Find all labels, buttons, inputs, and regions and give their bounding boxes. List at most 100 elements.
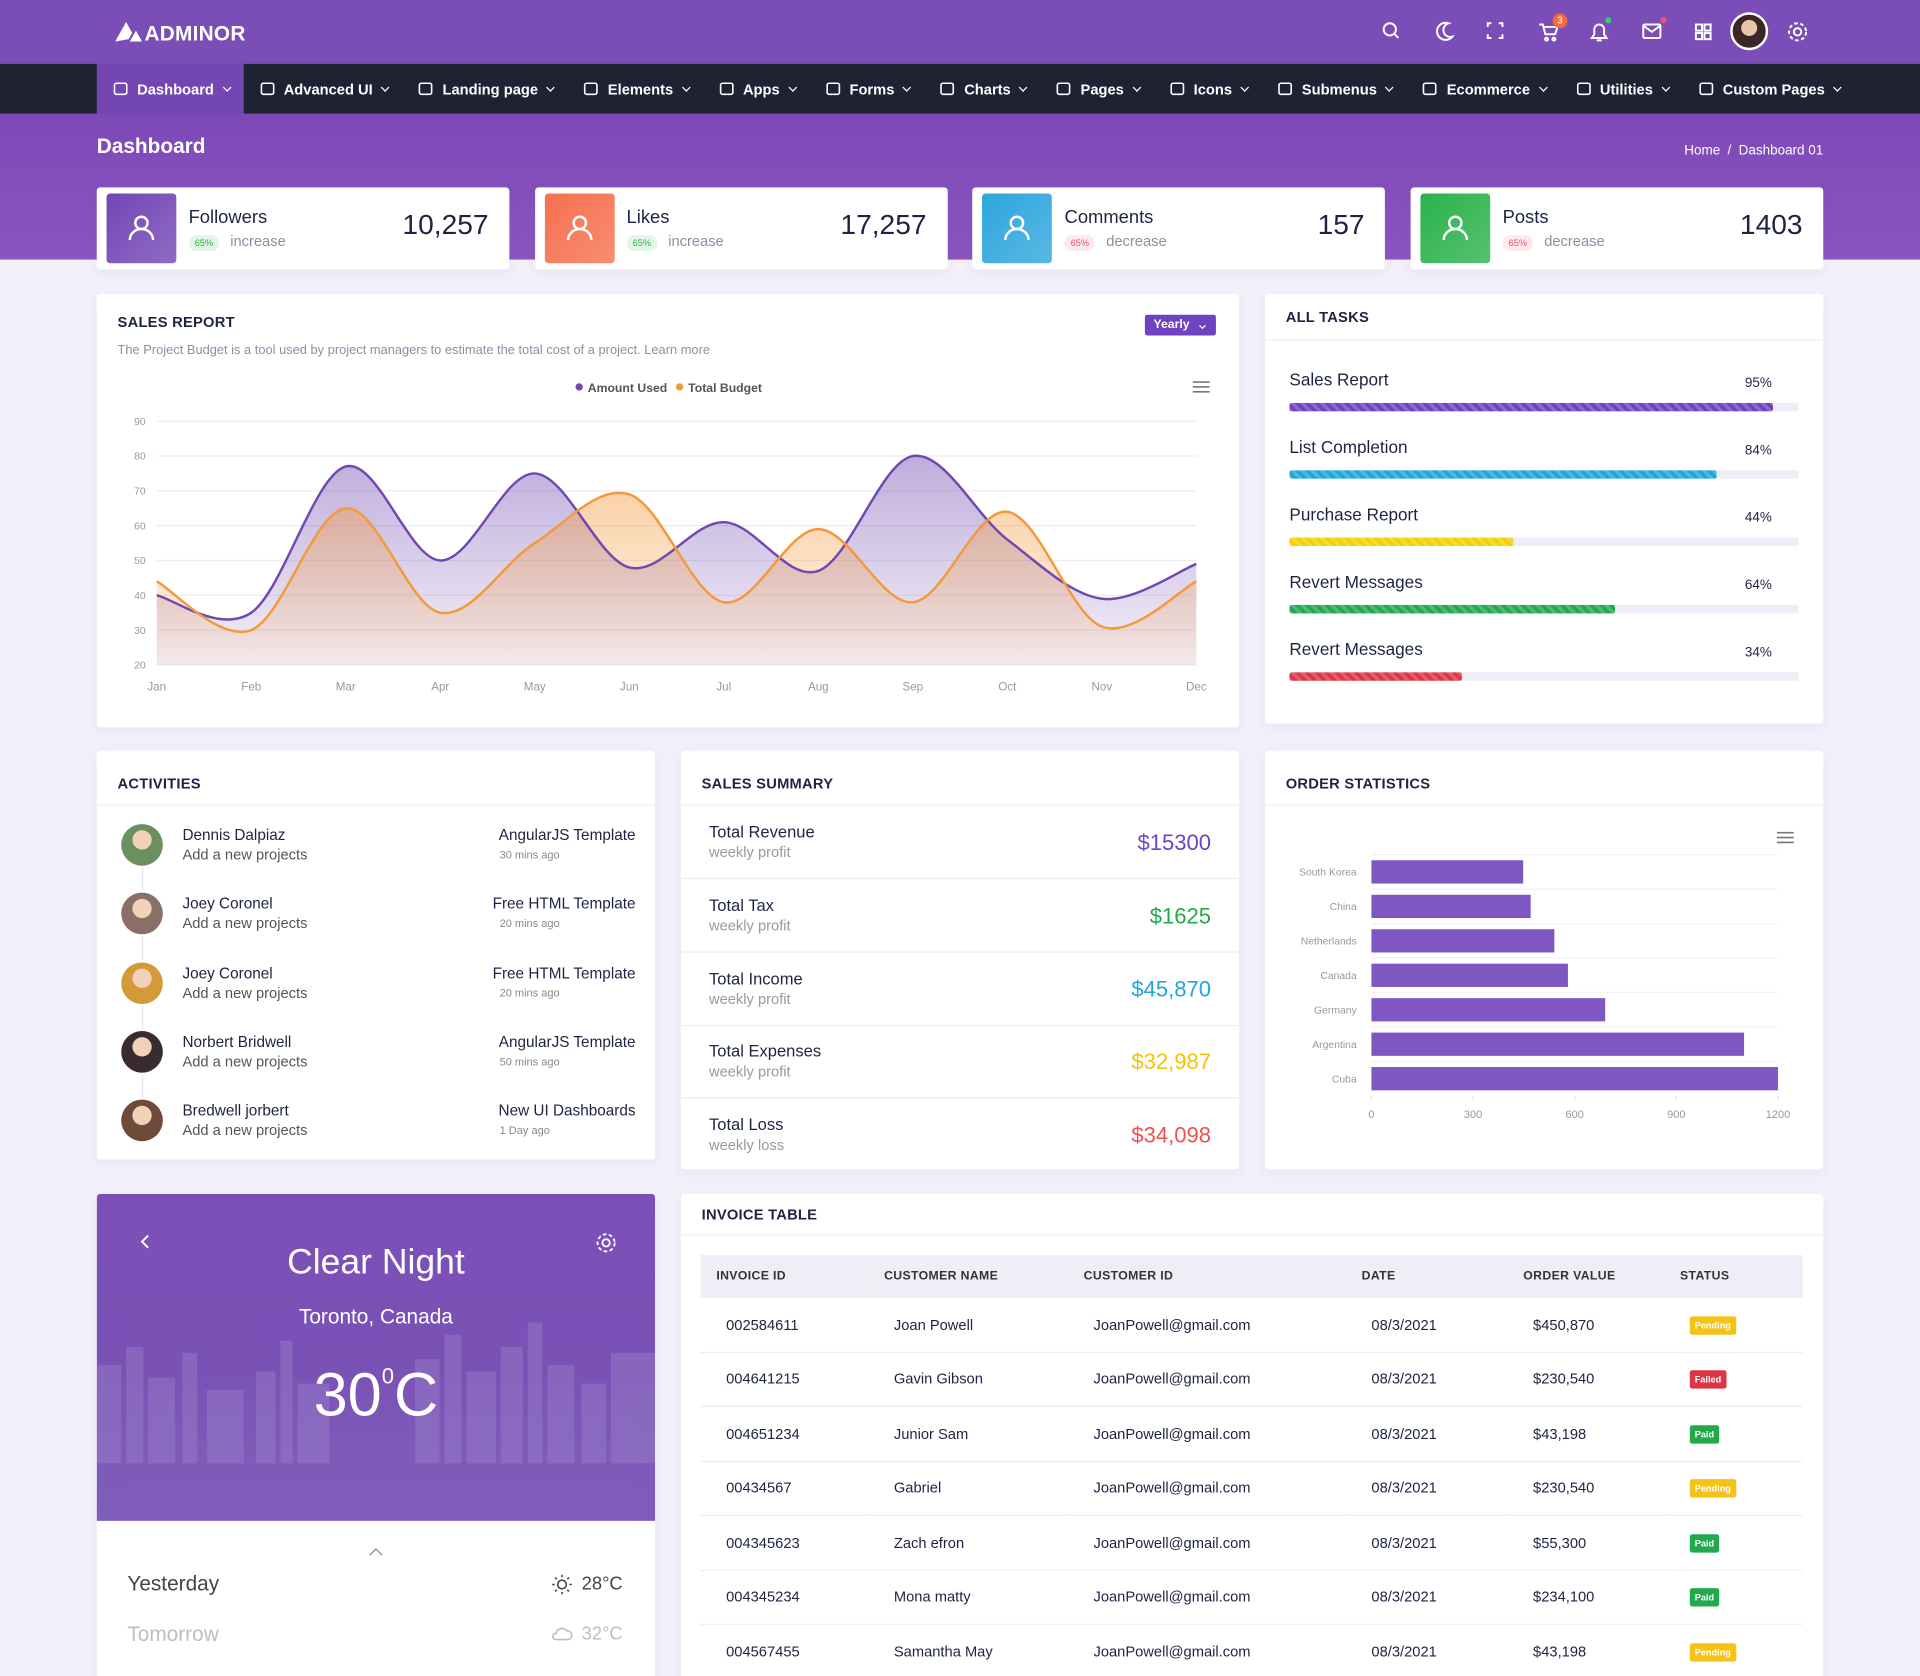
avatar bbox=[121, 961, 163, 1004]
chevron bbox=[788, 82, 797, 92]
x-tick-label: Nov bbox=[1091, 681, 1112, 694]
task-percent: 95% bbox=[1744, 375, 1772, 391]
divider bbox=[96, 804, 656, 806]
card-description: The Project Budget is a tool used by pro… bbox=[117, 342, 711, 358]
table-cell: 002584611 bbox=[700, 1297, 869, 1353]
nav-item[interactable]: Submenus bbox=[1261, 64, 1406, 114]
activity-time: 30 mins ago bbox=[499, 848, 560, 861]
nav-item[interactable]: Advanced UI bbox=[243, 64, 402, 114]
sales-report-card: SALES REPORT The Project Budget is a too… bbox=[96, 293, 1240, 728]
bar bbox=[1371, 998, 1606, 1022]
nav-item[interactable]: Utilities bbox=[1559, 64, 1682, 114]
stat-badge: 65% bbox=[188, 235, 220, 252]
nav-item[interactable]: Charts bbox=[924, 64, 1040, 114]
status-badge: Pending bbox=[1689, 1642, 1736, 1662]
logo[interactable]: ADMINOR bbox=[144, 22, 246, 46]
divider bbox=[680, 877, 1240, 880]
x-tick-label: Sep bbox=[902, 681, 923, 694]
stat-card: Likes 65% increase 17,257 bbox=[534, 187, 948, 270]
summary-amount: $1625 bbox=[1149, 903, 1212, 928]
chevron bbox=[681, 82, 691, 92]
breadcrumb: Home / Dashboard 01 bbox=[1684, 143, 1823, 158]
nav-label: Landing page bbox=[442, 80, 539, 98]
progress-bar bbox=[1289, 402, 1774, 412]
nav-label: Dashboard bbox=[137, 80, 214, 98]
stat-label: Posts bbox=[1502, 206, 1549, 228]
bar bbox=[1371, 963, 1568, 987]
nav-item[interactable]: Landing page bbox=[402, 64, 567, 114]
nav-icon bbox=[584, 82, 599, 96]
nav-icon bbox=[1576, 82, 1591, 96]
status-badge: Paid bbox=[1689, 1425, 1719, 1444]
summary-label: Total Loss bbox=[708, 1115, 784, 1135]
nav-label: Advanced UI bbox=[283, 80, 373, 98]
table-cell: Joan Powell bbox=[868, 1297, 1068, 1353]
nav-item[interactable]: Icons bbox=[1153, 64, 1261, 114]
table-cell: Paid bbox=[1664, 1569, 1803, 1625]
summary-amount: $32,987 bbox=[1131, 1049, 1212, 1075]
column-header: DATE bbox=[1345, 1255, 1508, 1298]
table-cell: JoanPowell@gmail.com bbox=[1067, 1515, 1346, 1571]
activity-project: Free HTML Template bbox=[492, 895, 636, 913]
table-row: 004567455 Samantha May JoanPowell@gmail.co… bbox=[700, 1624, 1803, 1676]
chevron bbox=[1538, 82, 1548, 92]
table-cell: Pending bbox=[1664, 1297, 1803, 1353]
bar bbox=[1371, 1067, 1778, 1091]
chevron bbox=[1019, 82, 1028, 92]
task-name: Purchase Report bbox=[1289, 504, 1419, 525]
x-tick-label: Apr bbox=[431, 681, 449, 694]
activity-name: Dennis Dalpiaz bbox=[182, 826, 286, 844]
divider bbox=[680, 1097, 1240, 1099]
nav-label: Pages bbox=[1080, 80, 1124, 98]
card-title: SALES REPORT bbox=[117, 313, 235, 331]
cart-badge: 3 bbox=[1552, 13, 1568, 29]
chevron bbox=[1661, 82, 1671, 92]
activity-action: Add a new projects bbox=[182, 983, 308, 1002]
progress-track bbox=[1289, 470, 1799, 479]
stat-icon bbox=[982, 193, 1053, 264]
nav-item[interactable]: Apps bbox=[703, 64, 810, 114]
chart-menu[interactable] bbox=[1192, 381, 1210, 393]
y-tick-label: China bbox=[1330, 902, 1357, 913]
table-cell: JoanPowell@gmail.com bbox=[1067, 1351, 1346, 1407]
y-tick-label: 40 bbox=[134, 591, 146, 602]
order-statistics-card: ORDER STATISTICS 0 300 600 900 1200 South Kor… bbox=[1264, 750, 1824, 1170]
activity-name: Joey Coronel bbox=[182, 895, 273, 913]
table-row: 004651234 Junior Sam JoanPowell@gmail.com 0… bbox=[700, 1406, 1803, 1462]
settings-button[interactable] bbox=[595, 1232, 617, 1254]
stat-card: Posts 65% decrease 1403 bbox=[1410, 187, 1824, 270]
table-cell: Pending bbox=[1664, 1624, 1803, 1676]
nav-item[interactable]: Ecommerce bbox=[1406, 64, 1559, 114]
table-cell: JoanPowell@gmail.com bbox=[1067, 1624, 1346, 1676]
x-tick-label: 600 bbox=[1565, 1109, 1583, 1121]
nav-icon bbox=[1057, 82, 1071, 96]
invoice-card: INVOICE TABLE INVOICE ID CUSTOMER NAME CUS… bbox=[680, 1193, 1824, 1676]
x-tick-label: Aug bbox=[808, 681, 829, 694]
table-row: 004641215 Gavin Gibson JoanPowell@gmail.co… bbox=[700, 1351, 1803, 1407]
table-cell: 004567455 bbox=[700, 1624, 869, 1676]
forecast-day: Tomorrow bbox=[127, 1622, 219, 1646]
expand-button[interactable] bbox=[369, 1547, 384, 1557]
series-line bbox=[156, 491, 1197, 634]
nav-item[interactable]: Pages bbox=[1040, 64, 1153, 114]
activity-time: 50 mins ago bbox=[499, 1055, 560, 1068]
forecast-temp: 28°C bbox=[581, 1573, 623, 1595]
chevron bbox=[1385, 82, 1395, 92]
y-tick-label: Canada bbox=[1320, 971, 1357, 982]
activity-action: Add a new projects bbox=[182, 1121, 308, 1140]
x-tick-label: 1200 bbox=[1766, 1109, 1791, 1121]
nav-item[interactable]: Custom Pages bbox=[1682, 64, 1854, 114]
filter-dropdown[interactable]: Yearly bbox=[1144, 314, 1217, 336]
nav-item[interactable]: Forms bbox=[809, 64, 924, 114]
table-cell: Paid bbox=[1664, 1515, 1803, 1571]
divider bbox=[680, 1234, 1824, 1236]
nav-item[interactable]: Elements bbox=[567, 64, 702, 114]
chart-menu[interactable] bbox=[1776, 831, 1794, 844]
breadcrumb-item[interactable]: Home bbox=[1684, 143, 1721, 158]
nav-item[interactable]: Dashboard bbox=[96, 63, 244, 114]
breadcrumb-separator: / bbox=[1727, 143, 1732, 158]
task-name: Sales Report bbox=[1289, 369, 1389, 390]
user-avatar[interactable] bbox=[1730, 12, 1769, 51]
column-header: ORDER VALUE bbox=[1507, 1255, 1665, 1298]
prev-button[interactable] bbox=[140, 1234, 152, 1249]
